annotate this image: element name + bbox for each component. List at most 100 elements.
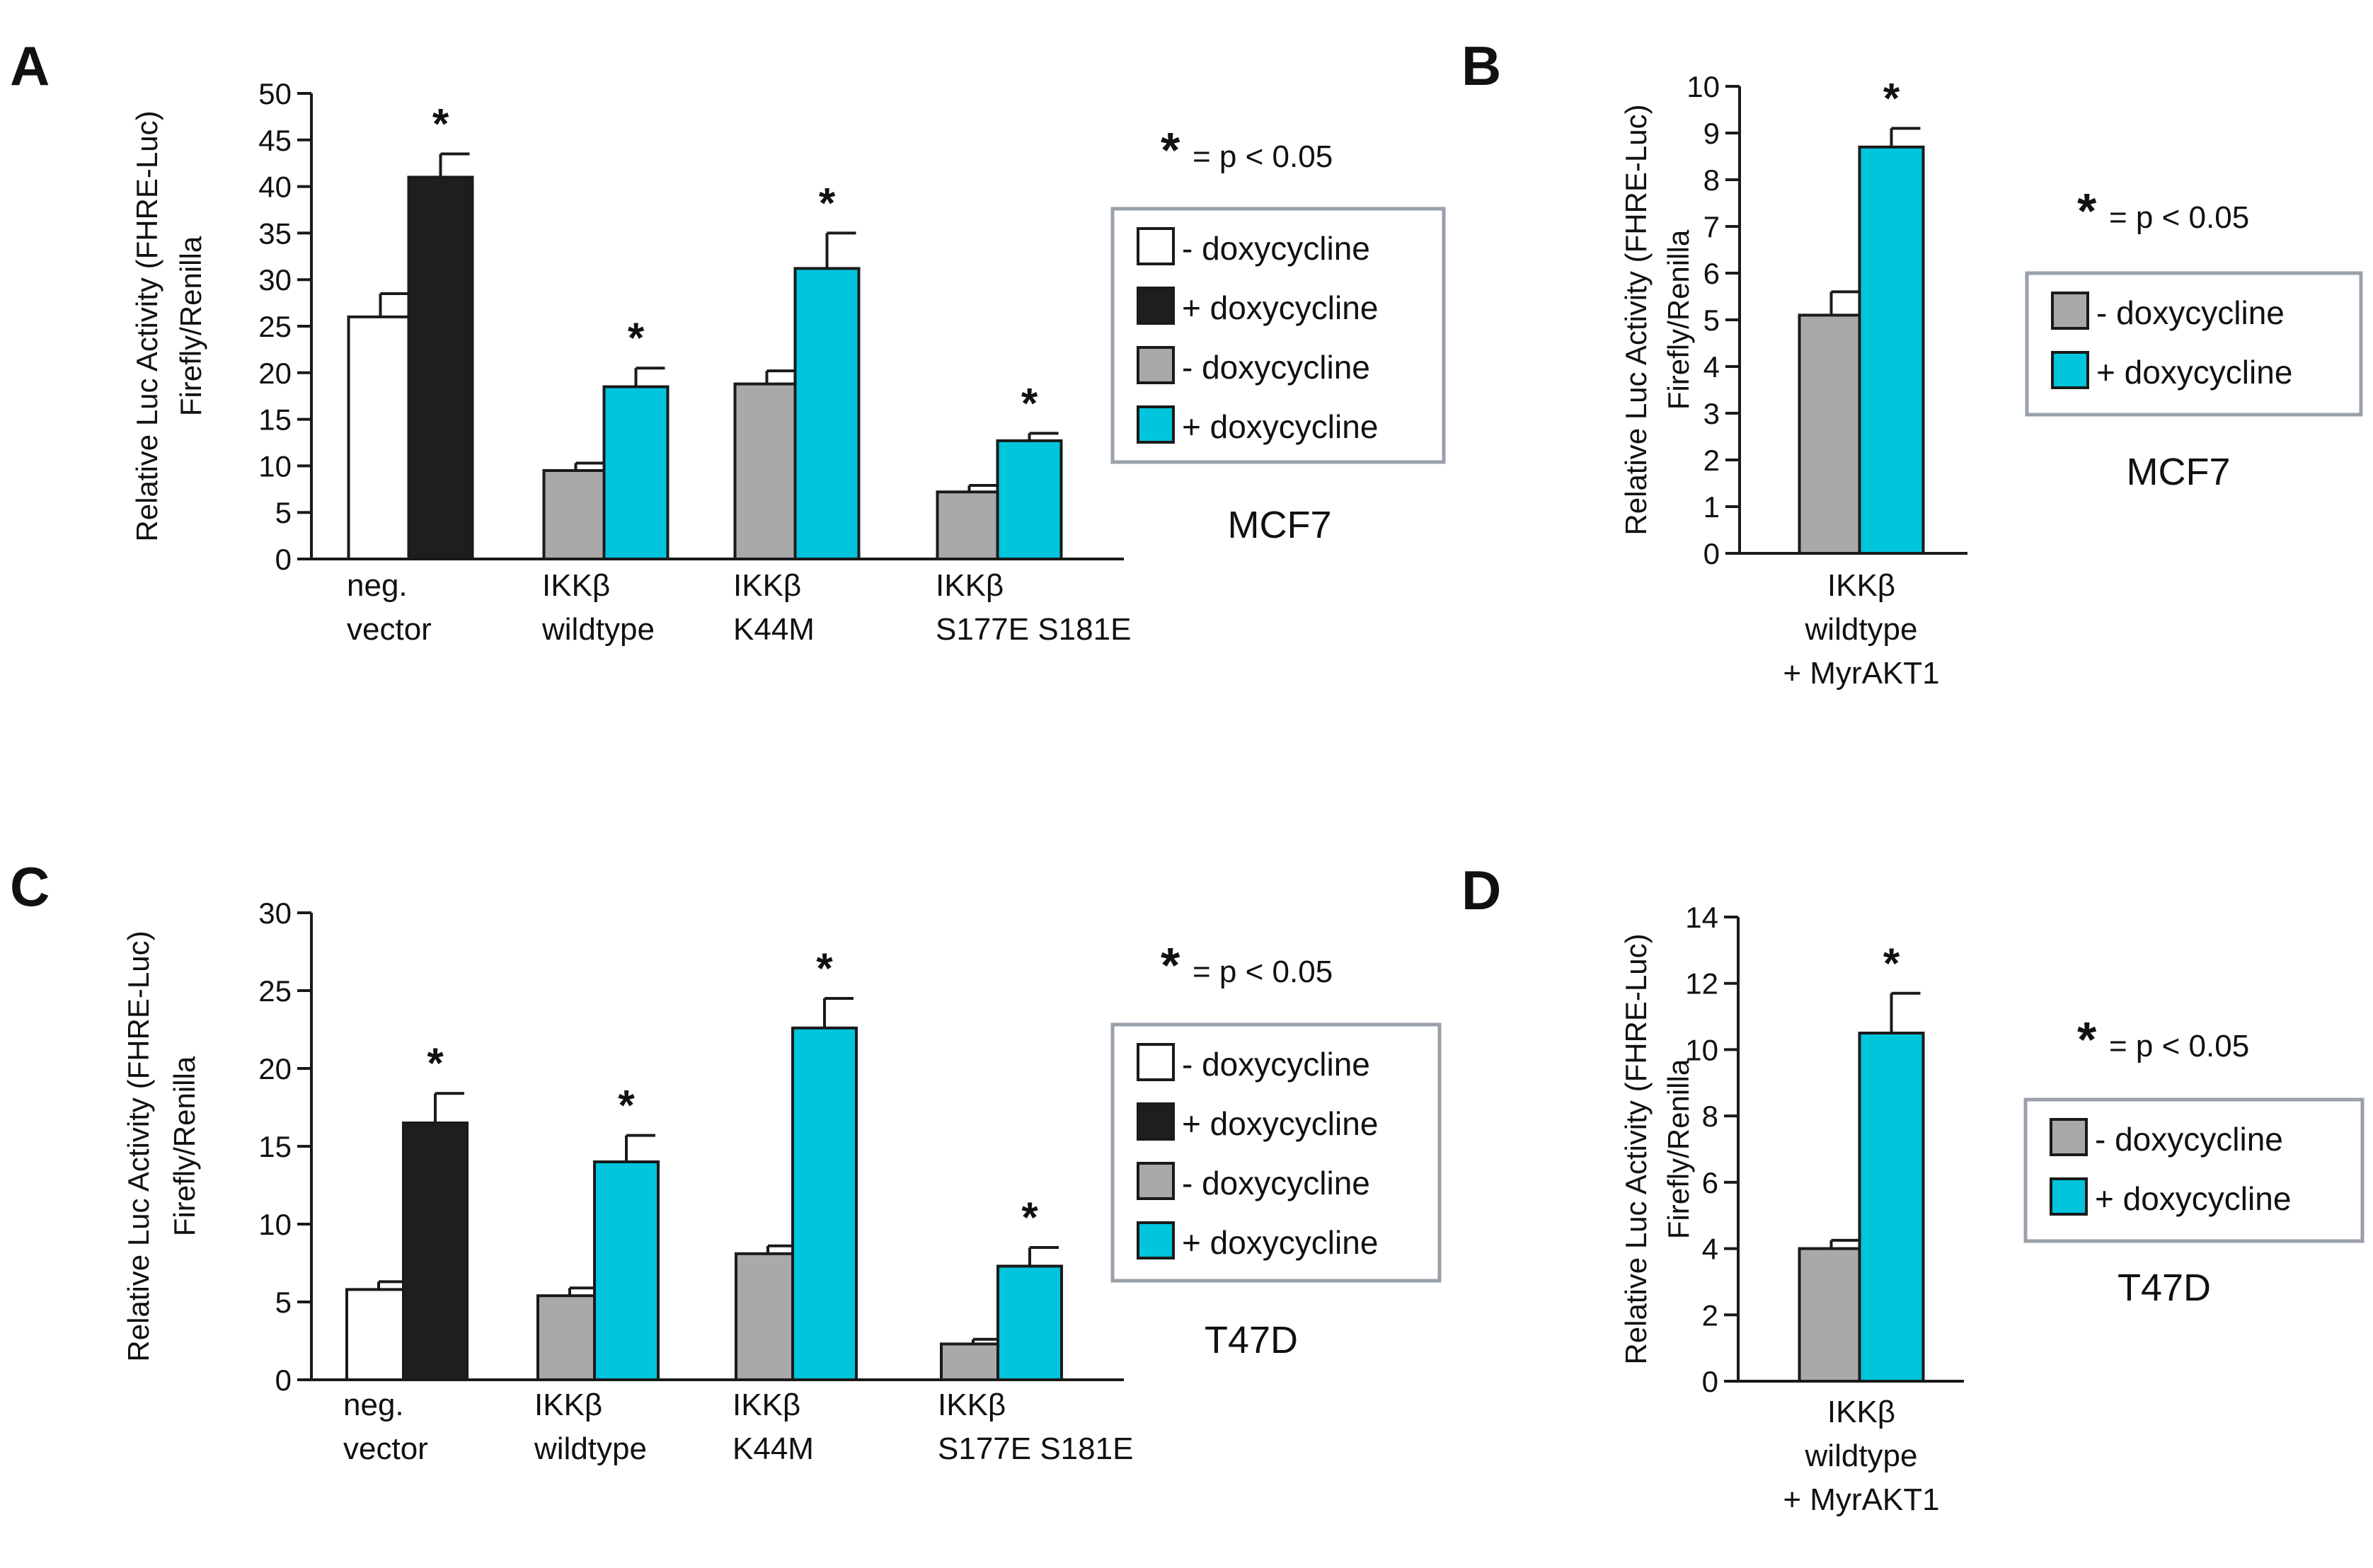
bar [593, 1160, 660, 1381]
bar [940, 1342, 1006, 1382]
category-label: IKKβ [534, 1388, 602, 1422]
legend-label: - doxycycline [1182, 230, 1370, 267]
y-tick-label: 6 [1702, 1166, 1718, 1199]
legend-swatch [2050, 1118, 2088, 1156]
significance-note-star: * [1161, 122, 1180, 178]
category-label: vector [343, 1431, 428, 1466]
legend-swatch [2050, 1177, 2088, 1216]
bar [402, 1122, 469, 1381]
y-axis-title: Relative Luc Activity (FHRE-Luc) [1619, 933, 1653, 1364]
legend-label: + doxycycline [1182, 289, 1378, 326]
y-tick-label: 14 [1685, 901, 1718, 934]
y-tick-label: 35 [258, 217, 292, 250]
category-label: S177E S181E [936, 612, 1131, 647]
category-label: IKKβ [938, 1388, 1006, 1422]
y-tick-label: 5 [275, 1286, 292, 1319]
y-tick-label: 7 [1703, 210, 1720, 243]
y-tick-label: 1 [1703, 490, 1720, 524]
significance-note-text: = p < 0.05 [1193, 955, 1333, 989]
bar [996, 439, 1063, 560]
significance-star: * [427, 1039, 444, 1087]
significance-star: * [1883, 940, 1900, 987]
category-label: + MyrAKT1 [1783, 1482, 1939, 1517]
y-tick-label: 15 [258, 403, 292, 437]
y-tick-label: 5 [1703, 304, 1720, 337]
significance-star: * [819, 179, 836, 226]
panel-label: A [10, 35, 50, 97]
bar [602, 385, 670, 560]
legend-label: + doxycycline [2095, 1180, 2291, 1217]
category-label: neg. [347, 568, 408, 603]
y-axis-title: Relative Luc Activity (FHRE-Luc) [130, 110, 163, 541]
category-label: IKKβ [542, 568, 610, 603]
bar [536, 1294, 603, 1381]
category-label: K44M [733, 612, 815, 647]
bar [936, 490, 1003, 560]
category-label: IKKβ [936, 568, 1004, 603]
bar [791, 1026, 858, 1382]
cell-line-label: T47D [2118, 1267, 2211, 1309]
bar [1858, 1032, 1925, 1383]
category-label: wildtype [534, 1431, 647, 1466]
significance-note-star: * [1161, 938, 1180, 993]
y-tick-label: 20 [258, 1052, 292, 1085]
legend-label: + doxycycline [2096, 354, 2292, 391]
category-label: wildtype [1805, 1439, 1918, 1473]
legend-swatch [1137, 1221, 1175, 1259]
significance-star: * [816, 945, 833, 992]
legend-label: - doxycycline [1182, 1165, 1370, 1201]
legend-label: - doxycycline [2096, 294, 2285, 331]
legend-label: - doxycycline [2095, 1121, 2283, 1158]
legend-label: + doxycycline [1182, 1105, 1378, 1142]
y-tick-label: 0 [1702, 1365, 1718, 1398]
significance-star: * [618, 1082, 635, 1129]
y-tick-label: 9 [1703, 117, 1720, 150]
y-tick-label: 8 [1703, 163, 1720, 197]
category-label: IKKβ [1827, 568, 1895, 603]
y-tick-label: 0 [275, 1364, 292, 1397]
y-axis-title: Relative Luc Activity (FHRE-Luc) [1619, 104, 1653, 535]
significance-star: * [1883, 74, 1900, 122]
y-tick-label: 0 [275, 543, 292, 576]
bar [733, 382, 800, 560]
y-axis-subtitle: Firefly/Renilla [168, 1056, 201, 1236]
y-tick-label: 45 [258, 124, 292, 157]
y-tick-label: 12 [1685, 967, 1718, 1001]
panel-label: B [1461, 35, 1501, 97]
bar [1858, 145, 1925, 555]
legend-swatch [1137, 405, 1175, 444]
legend-label: + doxycycline [1182, 408, 1378, 445]
category-label: S177E S181E [938, 1431, 1133, 1466]
bar [793, 267, 861, 560]
bar [407, 175, 474, 560]
y-tick-label: 10 [258, 1208, 292, 1241]
y-tick-label: 40 [258, 171, 292, 204]
y-tick-label: 3 [1703, 397, 1720, 430]
significance-star: * [628, 314, 645, 362]
bar [345, 1288, 412, 1382]
y-tick-label: 4 [1703, 350, 1720, 384]
legend-label: - doxycycline [1182, 349, 1370, 386]
chart-panel-b: B 0 1 2 3 4 5 6 7 8 9 10 Relative Luc Activity (FHRE… [1461, 35, 2363, 691]
significance-note-text: = p < 0.05 [1193, 139, 1333, 174]
y-tick-label: 10 [1687, 70, 1720, 103]
bar [542, 468, 609, 560]
legend-swatch [1137, 1043, 1175, 1081]
category-label: neg. [343, 1388, 404, 1422]
cell-line-label: MCF7 [2127, 451, 2231, 493]
significance-note-star: * [2077, 183, 2097, 238]
panel-label: C [10, 855, 50, 918]
significance-note-star: * [2077, 1012, 2097, 1067]
legend-label: + doxycycline [1182, 1224, 1378, 1261]
bar [996, 1264, 1063, 1382]
y-tick-label: 15 [258, 1130, 292, 1163]
chart-panel-c: C 0 5 10 15 20 25 30 Relative Luc Activity (FHRE… [10, 855, 1442, 1466]
bar [347, 315, 414, 560]
category-label: K44M [732, 1431, 814, 1466]
y-tick-label: 10 [258, 449, 292, 483]
y-tick-label: 30 [258, 897, 292, 930]
significance-star: * [1021, 379, 1038, 427]
bar [1798, 1247, 1865, 1383]
